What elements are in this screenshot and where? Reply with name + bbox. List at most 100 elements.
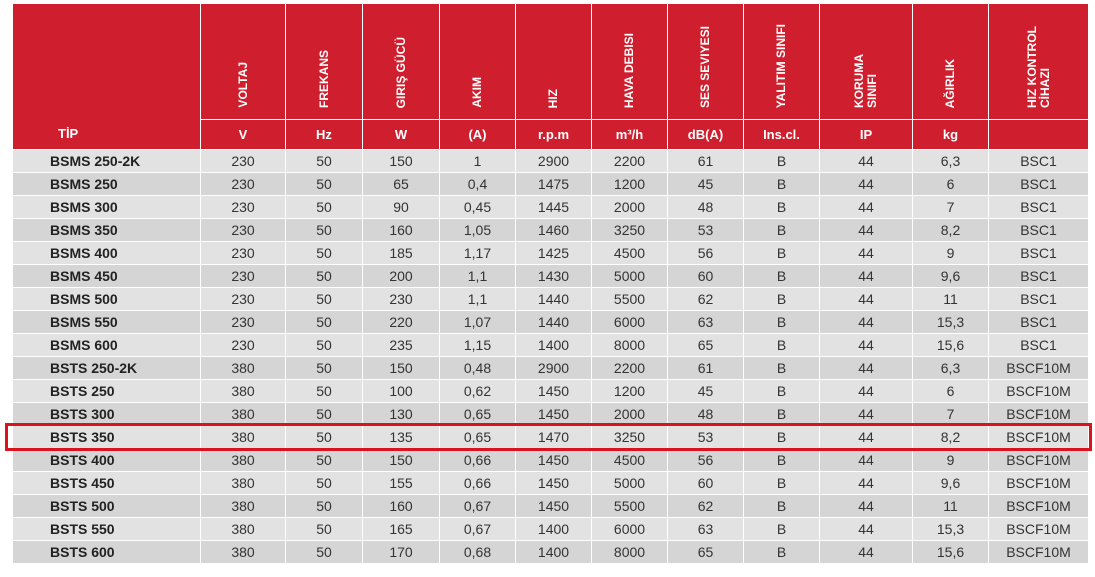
spec-table: TİP VOLTAJ FREKANS GIRIŞ GÜCÜ AKIM HIZ HAVA D… bbox=[12, 3, 1089, 564]
table-cell: 6,3 bbox=[913, 150, 988, 172]
model-cell: BSMS 250-2K bbox=[13, 150, 200, 172]
column-unit: W bbox=[363, 120, 439, 149]
table-cell: 5000 bbox=[592, 472, 667, 494]
table-cell: 150 bbox=[363, 150, 439, 172]
table-cell: 45 bbox=[668, 173, 743, 195]
table-cell: B bbox=[744, 380, 819, 402]
table-cell: 44 bbox=[820, 173, 912, 195]
table-cell: 160 bbox=[363, 495, 439, 517]
table-cell: 2200 bbox=[592, 150, 667, 172]
table-cell: 380 bbox=[201, 495, 285, 517]
table-cell: 50 bbox=[286, 472, 362, 494]
table-cell: 50 bbox=[286, 334, 362, 356]
table-cell: 6 bbox=[913, 380, 988, 402]
table-cell: 65 bbox=[668, 334, 743, 356]
model-cell: BSMS 400 bbox=[13, 242, 200, 264]
table-cell: BSCF10M bbox=[989, 518, 1088, 540]
table-cell: 61 bbox=[668, 357, 743, 379]
table-cell: 50 bbox=[286, 541, 362, 563]
column-header: HAVA DEBISI bbox=[592, 4, 667, 119]
model-cell: BSTS 250 bbox=[13, 380, 200, 402]
table-cell: 1460 bbox=[516, 219, 591, 241]
table-cell: B bbox=[744, 403, 819, 425]
table-cell: 130 bbox=[363, 403, 439, 425]
table-cell: 9 bbox=[913, 242, 988, 264]
table-cell: 8000 bbox=[592, 541, 667, 563]
table-cell: 5500 bbox=[592, 495, 667, 517]
table-cell: 44 bbox=[820, 311, 912, 333]
table-cell: BSCF10M bbox=[989, 403, 1088, 425]
table-cell: 1450 bbox=[516, 495, 591, 517]
header-label-row: TİP VOLTAJ FREKANS GIRIŞ GÜCÜ AKIM HIZ HAVA D… bbox=[13, 4, 1088, 149]
table-cell: 1,07 bbox=[440, 311, 515, 333]
table-cell: B bbox=[744, 150, 819, 172]
table-cell: B bbox=[744, 219, 819, 241]
table-cell: 1470 bbox=[516, 426, 591, 448]
table-cell: 0,65 bbox=[440, 403, 515, 425]
header-unit-row: V Hz W (A) r.p.m m³/h dB(A) Ins.cl. IP kg bbox=[13, 120, 1088, 149]
table-cell: 0,45 bbox=[440, 196, 515, 218]
table-row: BSMS 500 230 50 230 1,1 1440 5500 62 B 44 11 BSC1 bbox=[13, 288, 1088, 310]
table-cell: 60 bbox=[668, 265, 743, 287]
table-cell: 230 bbox=[201, 242, 285, 264]
table-cell: 9,6 bbox=[913, 265, 988, 287]
table-cell: 11 bbox=[913, 288, 988, 310]
model-cell: BSTS 300 bbox=[13, 403, 200, 425]
column-unit: kg bbox=[913, 120, 988, 149]
column-header: AĞIRLIK bbox=[913, 4, 988, 119]
table-cell: 62 bbox=[668, 288, 743, 310]
table-cell: B bbox=[744, 242, 819, 264]
table-cell: 1 bbox=[440, 150, 515, 172]
table-cell: 44 bbox=[820, 426, 912, 448]
table-cell: 5500 bbox=[592, 288, 667, 310]
table-cell: 200 bbox=[363, 265, 439, 287]
column-unit: dB(A) bbox=[668, 120, 743, 149]
table-row: BSTS 550 380 50 165 0,67 1400 6000 63 B 44 15,3 BSC… bbox=[13, 518, 1088, 540]
column-unit: m³/h bbox=[592, 120, 667, 149]
table-cell: 3250 bbox=[592, 219, 667, 241]
table-cell: BSC1 bbox=[989, 219, 1088, 241]
table-cell: 44 bbox=[820, 334, 912, 356]
table-row: BSMS 350 230 50 160 1,05 1460 3250 53 B 44 8,2 BSC1 bbox=[13, 219, 1088, 241]
column-header-label: AKIM bbox=[470, 77, 484, 108]
table-cell: 4500 bbox=[592, 449, 667, 471]
column-header-label: AĞIRLIK bbox=[943, 58, 957, 108]
column-unit: IP bbox=[820, 120, 912, 149]
column-header: SES SEVIYESI bbox=[668, 4, 743, 119]
column-header: AKIM bbox=[440, 4, 515, 119]
column-unit bbox=[989, 120, 1088, 149]
table-cell: 1,05 bbox=[440, 219, 515, 241]
table-cell: 380 bbox=[201, 403, 285, 425]
table-row: BSMS 250 230 50 65 0,4 1475 1200 45 B 44 6 BSC1 bbox=[13, 173, 1088, 195]
column-header: HIZ KONTROL CİHAZI bbox=[989, 4, 1088, 119]
table-cell: 44 bbox=[820, 403, 912, 425]
column-header-label: VOLTAJ bbox=[235, 62, 250, 108]
table-cell: 1450 bbox=[516, 380, 591, 402]
table-cell: 48 bbox=[668, 403, 743, 425]
table-cell: BSC1 bbox=[989, 288, 1088, 310]
table-cell: 50 bbox=[286, 357, 362, 379]
table-cell: BSCF10M bbox=[989, 357, 1088, 379]
model-cell: BSTS 250-2K bbox=[13, 357, 200, 379]
table-cell: 1,15 bbox=[440, 334, 515, 356]
table-cell: 50 bbox=[286, 288, 362, 310]
table-cell: 0,67 bbox=[440, 518, 515, 540]
table-cell: 7 bbox=[913, 196, 988, 218]
table-cell: 50 bbox=[286, 196, 362, 218]
table-cell: 15,6 bbox=[913, 541, 988, 563]
table-cell: BSC1 bbox=[989, 173, 1088, 195]
table-cell: 1445 bbox=[516, 196, 591, 218]
table-cell: 0,48 bbox=[440, 357, 515, 379]
table-cell: B bbox=[744, 495, 819, 517]
table-cell: 44 bbox=[820, 357, 912, 379]
column-header: VOLTAJ bbox=[201, 4, 285, 119]
table-row: BSTS 500 380 50 160 0,67 1450 5500 62 B 44 11 BSCF1… bbox=[13, 495, 1088, 517]
table-body: BSMS 250-2K 230 50 150 1 2900 2200 61 B 44 6,3 BSC1… bbox=[13, 150, 1088, 563]
table-row: BSTS 400 380 50 150 0,66 1450 4500 56 B 44 9 BSCF10… bbox=[13, 449, 1088, 471]
table-cell: 44 bbox=[820, 219, 912, 241]
table-cell: 1400 bbox=[516, 518, 591, 540]
column-header: YALITIM SINIFI bbox=[744, 4, 819, 119]
table-cell: B bbox=[744, 196, 819, 218]
table-cell: 1,1 bbox=[440, 265, 515, 287]
column-unit: r.p.m bbox=[516, 120, 591, 149]
